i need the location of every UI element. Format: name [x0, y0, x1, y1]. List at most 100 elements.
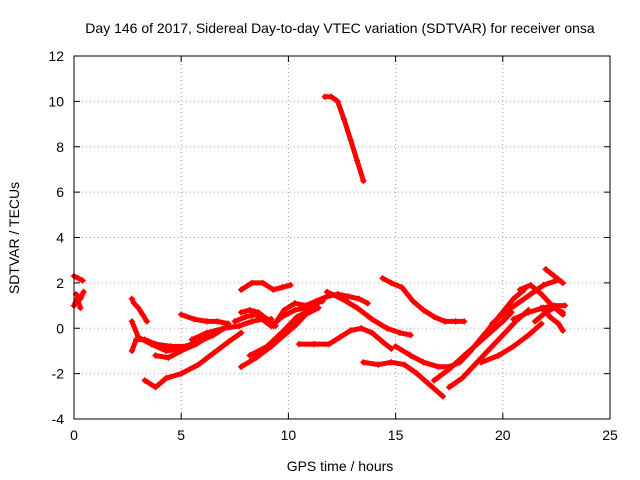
y-tick-label: 0	[56, 320, 64, 336]
data-point-marker	[546, 313, 554, 321]
data-point-marker	[388, 345, 395, 352]
data-point-marker	[152, 352, 159, 359]
x-tick-label: 10	[281, 427, 297, 443]
x-tick-label: 15	[388, 427, 404, 443]
data-series-arc-19	[323, 288, 414, 339]
data-point-marker	[253, 354, 260, 361]
data-point-marker	[396, 329, 404, 336]
data-point-marker	[495, 352, 502, 359]
data-point-marker	[375, 361, 382, 368]
data-point-marker	[128, 318, 136, 325]
data-point-marker	[525, 331, 532, 339]
data-series-arc-11	[238, 306, 279, 330]
data-point-marker	[295, 340, 303, 348]
data-point-marker	[313, 297, 320, 305]
data-point-marker	[178, 370, 185, 377]
data-point-marker	[135, 304, 142, 311]
data-point-marker	[325, 340, 333, 348]
data-point-marker	[165, 354, 172, 361]
series-trace	[142, 330, 244, 390]
x-tick-label: 5	[177, 427, 185, 443]
data-point-marker	[263, 343, 271, 350]
data-point-marker	[559, 309, 566, 316]
data-point-marker	[253, 311, 260, 318]
data-point-marker	[291, 322, 298, 330]
data-point-marker	[246, 306, 253, 314]
data-point-marker	[561, 302, 569, 309]
data-point-marker	[214, 318, 221, 325]
data-point-marker	[248, 318, 256, 325]
data-point-marker	[383, 325, 391, 332]
data-point-marker	[347, 327, 354, 334]
data-point-marker	[510, 295, 517, 302]
data-point-marker	[238, 363, 245, 370]
data-point-marker	[79, 277, 86, 284]
data-point-marker	[148, 340, 155, 348]
data-point-marker	[203, 318, 211, 325]
data-series-arc-17	[321, 93, 367, 184]
data-point-marker	[178, 347, 185, 355]
data-point-marker	[220, 325, 228, 332]
data-point-marker	[193, 340, 200, 348]
data-point-marker	[461, 318, 468, 325]
x-axis-label: GPS time / hours	[287, 458, 394, 474]
data-point-marker	[163, 347, 170, 355]
series-trace	[270, 291, 371, 329]
data-series-arc-15	[246, 304, 322, 359]
data-point-marker	[178, 311, 185, 318]
data-point-marker	[190, 316, 198, 323]
data-point-marker	[525, 309, 532, 316]
data-point-marker	[538, 320, 545, 327]
y-tick-label: 4	[56, 230, 64, 246]
data-point-marker	[80, 288, 87, 296]
data-point-marker	[315, 304, 322, 311]
data-point-marker	[310, 340, 318, 348]
data-point-marker	[551, 272, 558, 280]
y-tick-label: 6	[56, 184, 64, 200]
data-point-marker	[77, 304, 84, 311]
data-point-marker	[280, 327, 288, 334]
data-point-marker	[482, 329, 489, 336]
data-series-arc-07	[141, 329, 245, 391]
y-tick-label: 8	[56, 139, 64, 155]
data-point-marker	[246, 352, 253, 359]
data-point-marker	[358, 325, 365, 332]
data-series-arc-13	[238, 279, 294, 293]
data-point-marker	[401, 361, 408, 368]
data-series-arc-09	[178, 311, 232, 327]
data-point-marker	[446, 365, 453, 373]
data-series-arc-27	[478, 320, 545, 366]
series-trace	[532, 305, 566, 324]
data-point-marker	[353, 157, 361, 164]
data-point-marker	[441, 318, 449, 325]
plot-frame	[73, 55, 611, 420]
data-point-marker	[128, 295, 136, 302]
data-point-marker	[484, 347, 491, 355]
data-point-marker	[471, 361, 479, 368]
data-point-marker	[559, 327, 566, 334]
data-point-marker	[248, 279, 256, 287]
data-point-marker	[510, 343, 517, 350]
data-point-marker	[270, 322, 277, 330]
data-point-marker	[435, 363, 442, 370]
data-point-marker	[478, 359, 485, 366]
data-point-marker	[188, 336, 196, 343]
data-point-marker	[291, 300, 298, 307]
data-point-marker	[356, 295, 363, 302]
data-point-marker	[392, 343, 399, 350]
data-point-marker	[323, 288, 331, 296]
data-point-marker	[407, 331, 414, 339]
data-point-marker	[238, 329, 245, 336]
data-point-marker	[420, 306, 427, 314]
data-point-marker	[210, 350, 217, 357]
data-point-marker	[139, 311, 146, 318]
data-point-marker	[203, 329, 211, 336]
data-point-marker	[501, 309, 509, 316]
data-series-arc-24	[446, 306, 532, 391]
data-point-marker	[461, 352, 468, 359]
data-point-marker	[538, 291, 545, 298]
data-points	[70, 93, 569, 400]
data-point-marker	[551, 304, 558, 311]
